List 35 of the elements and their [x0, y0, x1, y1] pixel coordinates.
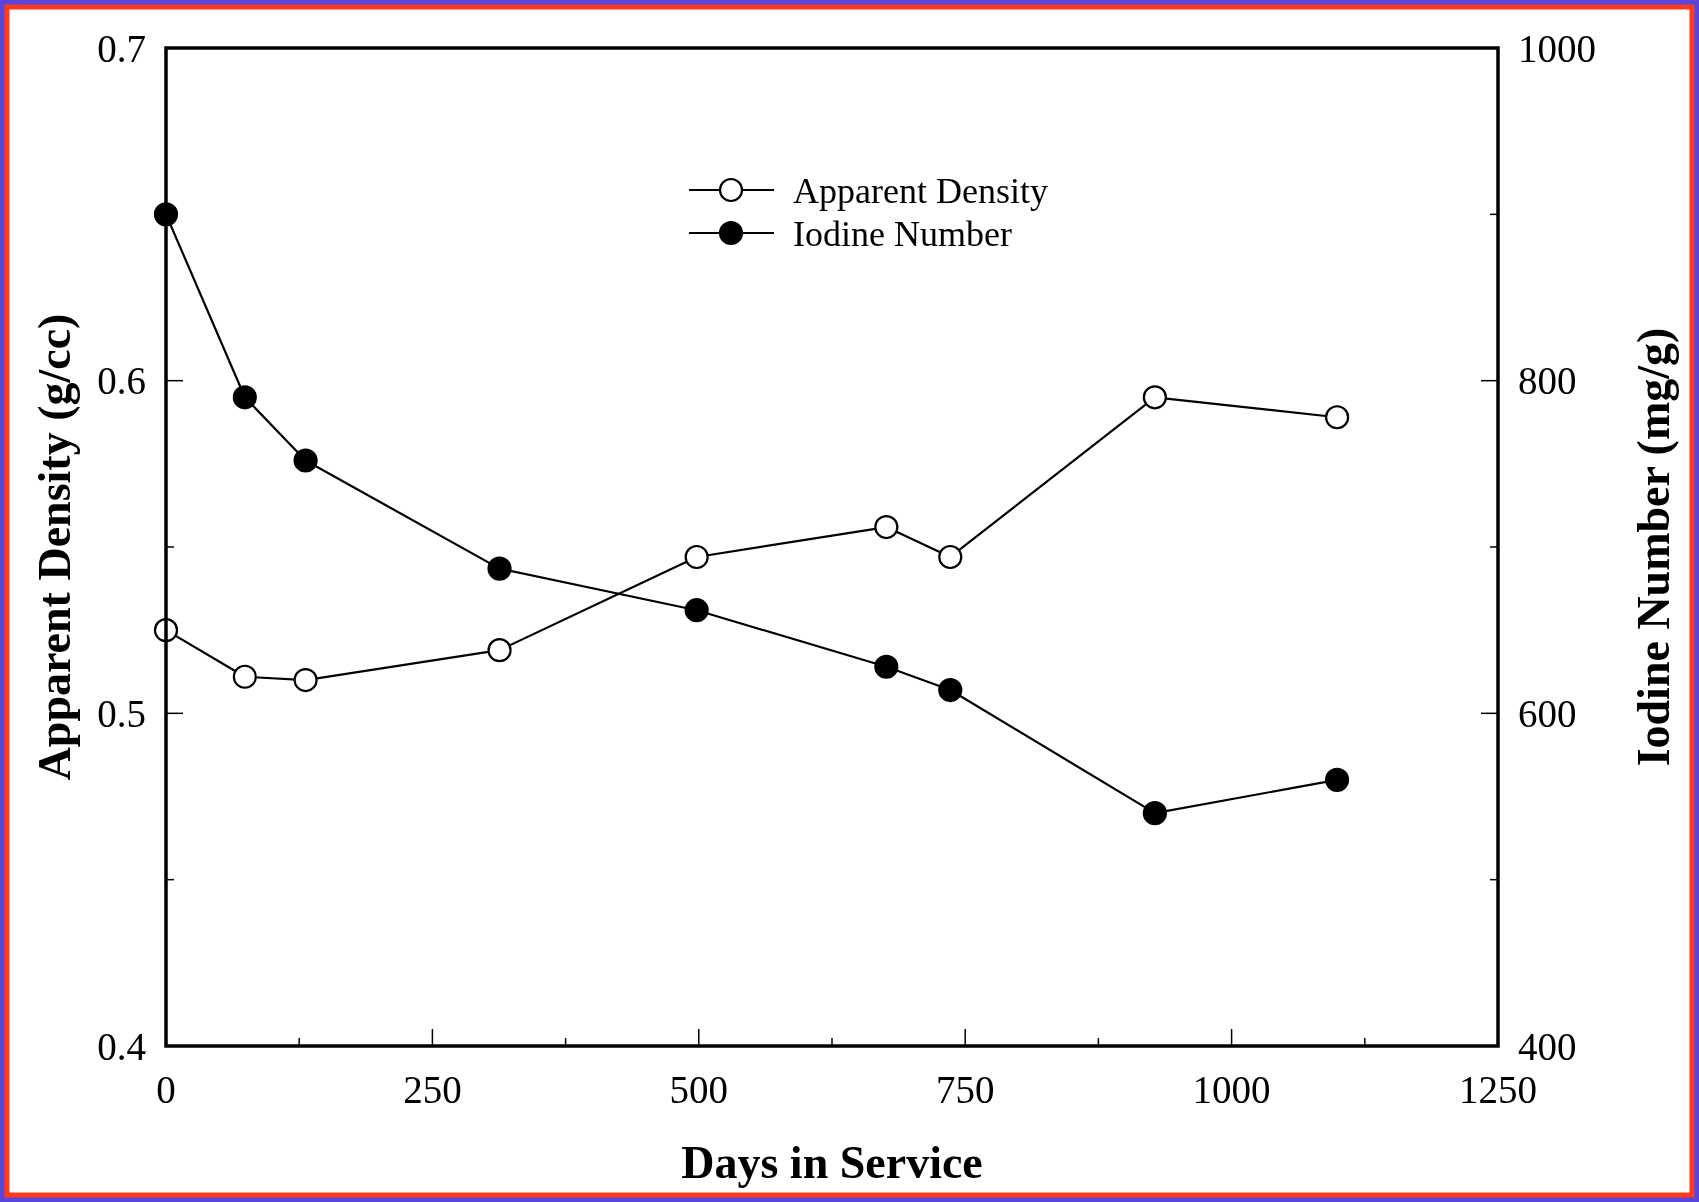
point [938, 544, 963, 570]
x-tick-label: 500 [669, 1068, 729, 1111]
y2-tick-label: 800 [1518, 359, 1577, 403]
point [293, 448, 318, 473]
point [487, 556, 512, 581]
y2-axis-title: Iodine Number (mg/g) [1628, 327, 1679, 767]
legend-label: Iodine Number [793, 213, 1012, 254]
x-tick-label: 1000 [1192, 1068, 1271, 1111]
point [232, 664, 257, 689]
point [684, 544, 709, 570]
legend-label: Apparent Density [793, 170, 1048, 211]
y-tick-label: 0.5 [97, 691, 146, 735]
point [684, 598, 709, 623]
x-tick-label: 0 [156, 1068, 176, 1111]
y-tick-label: 0.6 [97, 359, 146, 403]
y2-tick-label: 400 [1518, 1024, 1577, 1068]
point [874, 654, 899, 679]
y-axis-title: Apparent Density (g/cc) [29, 313, 80, 781]
point [938, 677, 963, 703]
y-tick-label: 0.7 [97, 26, 146, 70]
point [232, 385, 257, 410]
point [1142, 801, 1167, 826]
point [1324, 767, 1350, 792]
x-tick-label: 750 [935, 1068, 995, 1111]
point [293, 667, 318, 693]
x-tick-label: 1250 [1459, 1068, 1537, 1111]
y2-tick-label: 1000 [1518, 26, 1596, 70]
y-tick-label: 0.4 [97, 1024, 146, 1068]
point [487, 638, 512, 663]
x-axis-title: Days in Service [681, 1137, 983, 1188]
x-tick-label: 250 [403, 1068, 462, 1111]
point [1324, 405, 1350, 430]
point [874, 514, 899, 540]
y2-tick-label: 600 [1518, 691, 1577, 735]
point [1142, 385, 1167, 410]
